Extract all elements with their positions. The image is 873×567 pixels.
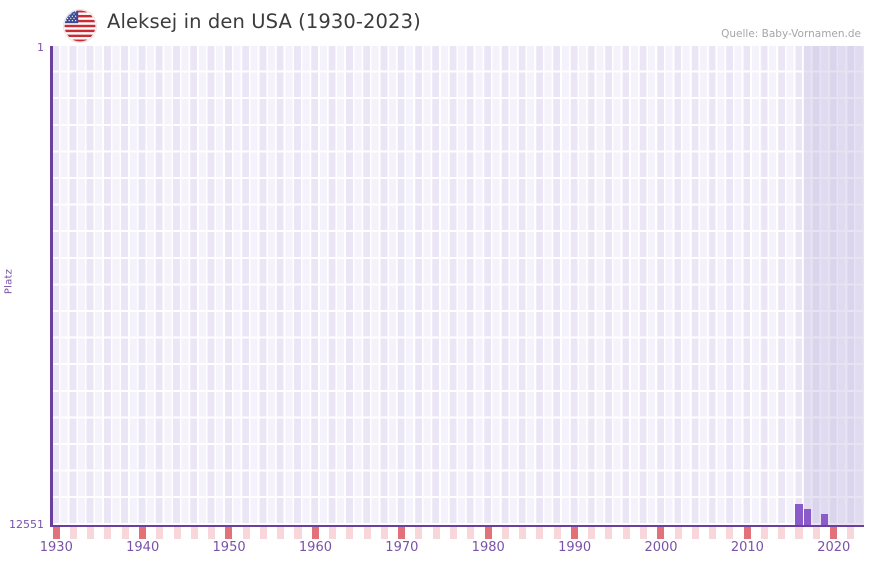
- x-axis-label-1970: 1970: [385, 540, 419, 555]
- x-axis-label-1960: 1960: [298, 540, 332, 555]
- x-tick-1966: [363, 527, 371, 539]
- x-tick-1996: [622, 527, 630, 539]
- x-tick-1970: [398, 527, 406, 539]
- x-tick-1932: [69, 527, 77, 539]
- bar-2019: [821, 514, 829, 526]
- x-tick-2016: [795, 527, 803, 539]
- y-axis-top-label: 1: [37, 41, 44, 54]
- x-tick-1950: [225, 527, 233, 539]
- us-flag-icon: [64, 10, 96, 42]
- x-tick-2000: [657, 527, 665, 539]
- x-tick-1936: [104, 527, 112, 539]
- x-tick-1984: [519, 527, 527, 539]
- x-tick-2018: [812, 527, 820, 539]
- x-axis-label-1930: 1930: [39, 540, 73, 555]
- x-tick-1968: [380, 527, 388, 539]
- x-tick-1992: [588, 527, 596, 539]
- x-tick-1934: [87, 527, 95, 539]
- x-tick-2006: [709, 527, 717, 539]
- x-tick-1994: [605, 527, 613, 539]
- x-axis-tick-strip: [52, 527, 864, 539]
- x-tick-1982: [501, 527, 509, 539]
- x-axis-label-1940: 1940: [126, 540, 160, 555]
- x-axis-label-2020: 2020: [817, 540, 851, 555]
- x-axis-label-1950: 1950: [212, 540, 246, 555]
- y-axis-title: Platz: [3, 268, 15, 295]
- x-tick-1980: [484, 527, 492, 539]
- plot-area: [52, 46, 864, 526]
- projection-shaded-region: [803, 46, 864, 526]
- x-tick-2012: [760, 527, 768, 539]
- x-tick-1978: [467, 527, 475, 539]
- x-tick-1940: [138, 527, 146, 539]
- x-tick-2002: [674, 527, 682, 539]
- x-axis-label-2010: 2010: [730, 540, 764, 555]
- y-axis-line: [50, 46, 53, 527]
- x-tick-2014: [778, 527, 786, 539]
- grid-vertical-lines: [52, 46, 864, 526]
- x-axis-label-2000: 2000: [644, 540, 678, 555]
- x-tick-1954: [259, 527, 267, 539]
- y-axis-bottom-label: 12551: [9, 518, 44, 531]
- grid-horizontal-lines: [52, 46, 864, 526]
- x-tick-2010: [743, 527, 751, 539]
- x-tick-2008: [726, 527, 734, 539]
- x-tick-1942: [156, 527, 164, 539]
- x-tick-1974: [432, 527, 440, 539]
- x-axis-label-1990: 1990: [558, 540, 592, 555]
- x-tick-1988: [553, 527, 561, 539]
- x-tick-1938: [121, 527, 129, 539]
- page-title: Aleksej in den USA (1930-2023): [107, 10, 421, 33]
- x-tick-1990: [570, 527, 578, 539]
- x-tick-1946: [190, 527, 198, 539]
- x-tick-1948: [208, 527, 216, 539]
- bar-2017: [804, 508, 812, 526]
- x-tick-2020: [830, 527, 838, 539]
- bar-2016: [795, 504, 803, 526]
- chart-header: Aleksej in den USA (1930-2023) Quelle: B…: [0, 0, 873, 46]
- x-tick-1962: [329, 527, 337, 539]
- x-tick-1964: [346, 527, 354, 539]
- grid-column-bands: [52, 46, 864, 526]
- x-tick-1960: [311, 527, 319, 539]
- x-tick-1930: [52, 527, 60, 539]
- x-tick-1976: [449, 527, 457, 539]
- x-tick-1972: [415, 527, 423, 539]
- x-tick-2022: [847, 527, 855, 539]
- x-tick-1986: [536, 527, 544, 539]
- x-tick-2004: [691, 527, 699, 539]
- x-tick-1956: [277, 527, 285, 539]
- source-attribution: Quelle: Baby-Vornamen.de: [721, 28, 861, 40]
- x-axis-line: [52, 524, 864, 527]
- x-tick-1998: [640, 527, 648, 539]
- x-tick-1944: [173, 527, 181, 539]
- x-tick-1958: [294, 527, 302, 539]
- x-axis-labels: 1930 1940 1950 1960 1970 1980 1990 2000 2010 2020: [0, 540, 873, 564]
- x-axis-label-1980: 1980: [471, 540, 505, 555]
- x-tick-1952: [242, 527, 250, 539]
